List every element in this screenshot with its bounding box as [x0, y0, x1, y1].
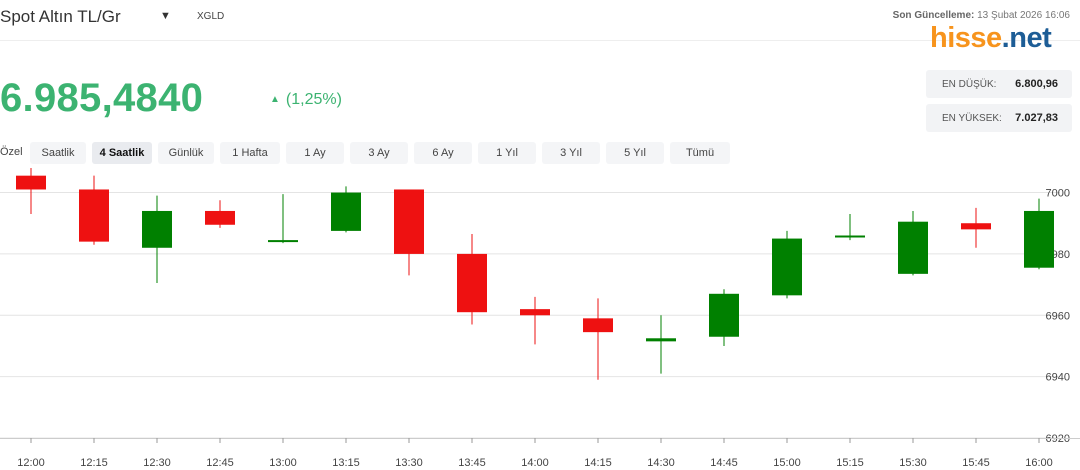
y-tick-label: 6940 — [1046, 372, 1070, 384]
triangle-up-icon: ▲ — [270, 94, 280, 105]
stat-low-label: EN DÜŞÜK: — [942, 79, 997, 90]
last-updated-label: Son Güncelleme: — [892, 10, 975, 21]
price-change-value: (1,25%) — [285, 91, 342, 108]
x-tick-label: 14:45 — [710, 457, 738, 469]
x-tick-label: 14:15 — [584, 457, 612, 469]
last-updated: Son Güncelleme: 13 Şubat 2026 16:06 — [893, 10, 1070, 21]
stat-low-value: 6.800,96 — [1015, 78, 1058, 90]
x-tick-label: 12:15 — [80, 457, 108, 469]
x-tick-label: 14:00 — [521, 457, 549, 469]
candle-body — [898, 221, 928, 274]
brand-logo[interactable]: hisse.net — [930, 22, 1052, 55]
candle-body — [961, 223, 991, 230]
current-price: 6.985,4840 — [0, 76, 204, 120]
x-tick-label: 15:30 — [899, 457, 927, 469]
tab-1-hafta[interactable]: 1 Hafta — [220, 142, 280, 164]
x-tick-label: 13:30 — [395, 457, 423, 469]
candle-body — [268, 240, 298, 243]
candle-body — [709, 293, 739, 337]
stat-high-value: 7.027,83 — [1015, 112, 1058, 124]
caret-down-icon[interactable]: ▼ — [160, 10, 171, 22]
candle-body — [772, 238, 802, 296]
tab-1-ay[interactable]: 1 Ay — [286, 142, 344, 164]
candle-body — [1024, 210, 1054, 268]
y-tick-label: 7000 — [1046, 188, 1070, 200]
stat-high: EN YÜKSEK: 7.027,83 — [926, 104, 1072, 132]
x-tick-label: 12:30 — [143, 457, 171, 469]
tab-3-yil[interactable]: 3 Yıl — [542, 142, 600, 164]
x-tick-label: 12:45 — [206, 457, 234, 469]
x-tick-label: 13:00 — [269, 457, 297, 469]
last-updated-value: 13 Şubat 2026 16:06 — [977, 10, 1070, 21]
range-custom-label[interactable]: Özel — [0, 146, 23, 158]
stat-low: EN DÜŞÜK: 6.800,96 — [926, 70, 1072, 98]
x-tick-label: 13:15 — [332, 457, 360, 469]
x-tick-label: 12:00 — [17, 457, 45, 469]
stat-high-label: EN YÜKSEK: — [942, 113, 1002, 124]
x-tick-label: 16:00 — [1025, 457, 1053, 469]
logo-part-2: .net — [1001, 22, 1052, 54]
x-tick-label: 13:45 — [458, 457, 486, 469]
header: Spot Altın TL/Gr ▼ XGLD Son Güncelleme: … — [0, 0, 1080, 41]
candle-body — [835, 235, 865, 238]
candle-body — [583, 318, 613, 333]
tab-1-yil[interactable]: 1 Yıl — [478, 142, 536, 164]
tab-tumu[interactable]: Tümü — [670, 142, 730, 164]
x-tick-label: 15:45 — [962, 457, 990, 469]
candle-body — [331, 192, 361, 231]
tab-3-ay[interactable]: 3 Ay — [350, 142, 408, 164]
candle-body — [142, 210, 172, 248]
tab-6-ay[interactable]: 6 Ay — [414, 142, 472, 164]
candle-body — [457, 253, 487, 313]
candle-body — [16, 175, 46, 190]
candle-body — [394, 189, 424, 254]
candle-body — [520, 309, 550, 316]
logo-part-1: hisse — [930, 22, 1002, 54]
candle-body — [79, 189, 109, 242]
tab-5-yil[interactable]: 5 Yıl — [606, 142, 664, 164]
x-tick-label: 15:00 — [773, 457, 801, 469]
tab-saatlik[interactable]: Saatlik — [30, 142, 86, 164]
instrument-title[interactable]: Spot Altın TL/Gr — [0, 7, 121, 26]
price-change: ▲ (1,25%) — [270, 91, 342, 109]
x-tick-label: 15:15 — [836, 457, 864, 469]
tab-4-saatlik[interactable]: 4 Saatlik — [92, 142, 152, 164]
candle-body — [646, 338, 676, 342]
candle-body — [205, 210, 235, 225]
y-tick-label: 6960 — [1046, 310, 1070, 322]
x-tick-label: 14:30 — [647, 457, 675, 469]
symbol-code: XGLD — [197, 11, 225, 22]
tab-gunluk[interactable]: Günlük — [158, 142, 214, 164]
